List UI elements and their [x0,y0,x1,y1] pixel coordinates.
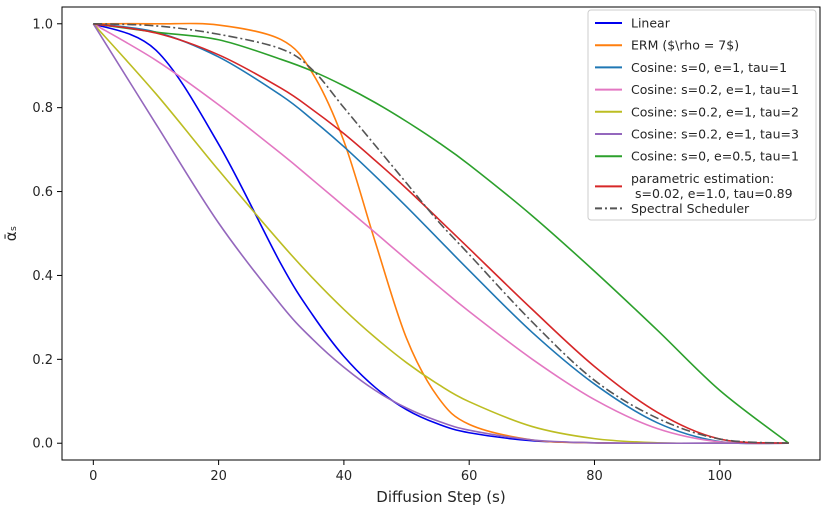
legend-label-8: parametric estimation: s=0.02, e=1.0, ta… [631,171,793,201]
legend-label-6: Cosine: s=0.2, e=1, tau=3 [631,127,799,142]
legend-label-7: Cosine: s=0, e=0.5, tau=1 [631,149,799,164]
x-tick-label: 0 [89,469,97,484]
y-tick-label: 0.6 [32,185,53,200]
series-line-7 [93,22,790,444]
legend-label-5: Cosine: s=0.2, e=1, tau=2 [631,104,799,119]
legend-label-1: Linear [631,16,671,31]
y-tick-label: 0.8 [32,101,53,116]
y-tick-label: 0.4 [32,269,53,284]
legend-label-3: Cosine: s=0, e=1, tau=1 [631,60,787,75]
plot-frame [61,6,821,461]
series-line-5 [92,23,789,445]
series-line-9 [93,22,789,445]
x-tick-label: 80 [586,469,603,484]
x-axis-ticks: 0 20 40 60 80 100 [89,460,732,484]
y-tick-label: 1.0 [32,17,53,32]
series-line-4 [92,23,789,445]
series-line-8 [93,22,789,445]
legend-box [587,9,817,221]
y-tick-label: 0.0 [32,437,53,452]
series-line-3 [93,22,789,445]
y-axis-ticks: 0.0 0.2 0.4 0.6 0.8 1.0 [32,17,62,452]
y-tick-label: 0.2 [32,353,53,368]
series-line-6 [92,23,789,445]
legend-label-9: Spectral Scheduler [631,201,750,216]
legend: Linear ERM ($\rho = 7$) Cosine: s=0, e=1, … [587,9,817,221]
x-tick-label: 20 [210,469,227,484]
series-layer [92,22,790,445]
y-axis-label: ᾱₛ [2,226,20,241]
x-tick-label: 60 [461,469,478,484]
legend-label-2: ERM ($\rho = 7$) [631,38,739,53]
x-tick-label: 100 [707,469,732,484]
x-axis-label: Diffusion Step (s) [376,488,505,506]
legend-label-4: Cosine: s=0.2, e=1, tau=1 [631,82,799,97]
x-tick-label: 40 [336,469,353,484]
